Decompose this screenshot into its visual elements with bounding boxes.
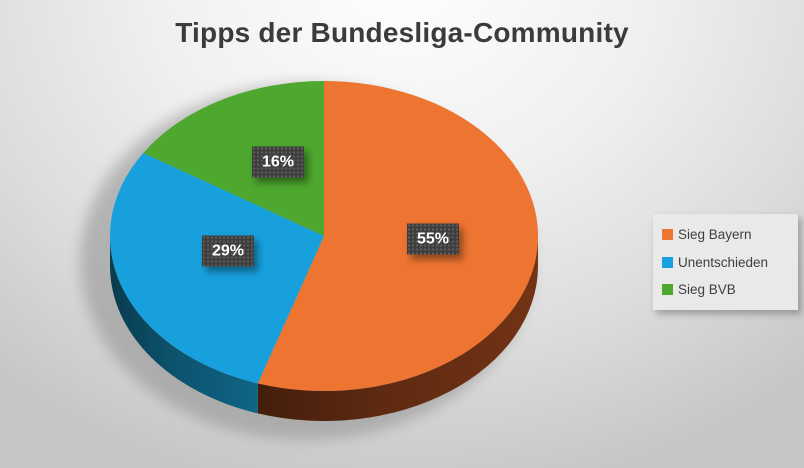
pie-slice-sieg-bvb: [143, 81, 324, 236]
data-label-unentschieden: 29%: [202, 235, 254, 267]
data-label-sieg-bvb: 16%: [252, 146, 304, 178]
legend-swatch-sieg-bvb: [662, 284, 673, 296]
pie-side-unentschieden: [110, 236, 258, 414]
legend-swatch-sieg-bayern: [662, 228, 673, 240]
legend-item-sieg-bayern: Sieg Bayern: [662, 227, 798, 242]
legend-label: Unentschieden: [678, 254, 769, 270]
data-label-sieg-bayern: 55%: [407, 223, 459, 255]
pie-slice-unentschieden: [110, 152, 324, 384]
chart-title: Tipps der Bundesliga-Community: [175, 17, 629, 48]
pie-side-sieg-bayern: [257, 236, 538, 421]
chart-legend: Sieg Bayern Unentschieden Sieg BVB: [653, 214, 798, 310]
legend-item-sieg-bvb: Sieg BVB: [662, 282, 798, 297]
legend-label: Sieg BVB: [678, 282, 736, 298]
legend-item-unentschieden: Unentschieden: [662, 255, 798, 270]
legend-swatch-unentschieden: [662, 256, 673, 268]
pie-slice-sieg-bayern: [257, 81, 538, 391]
legend-label: Sieg Bayern: [678, 226, 752, 242]
